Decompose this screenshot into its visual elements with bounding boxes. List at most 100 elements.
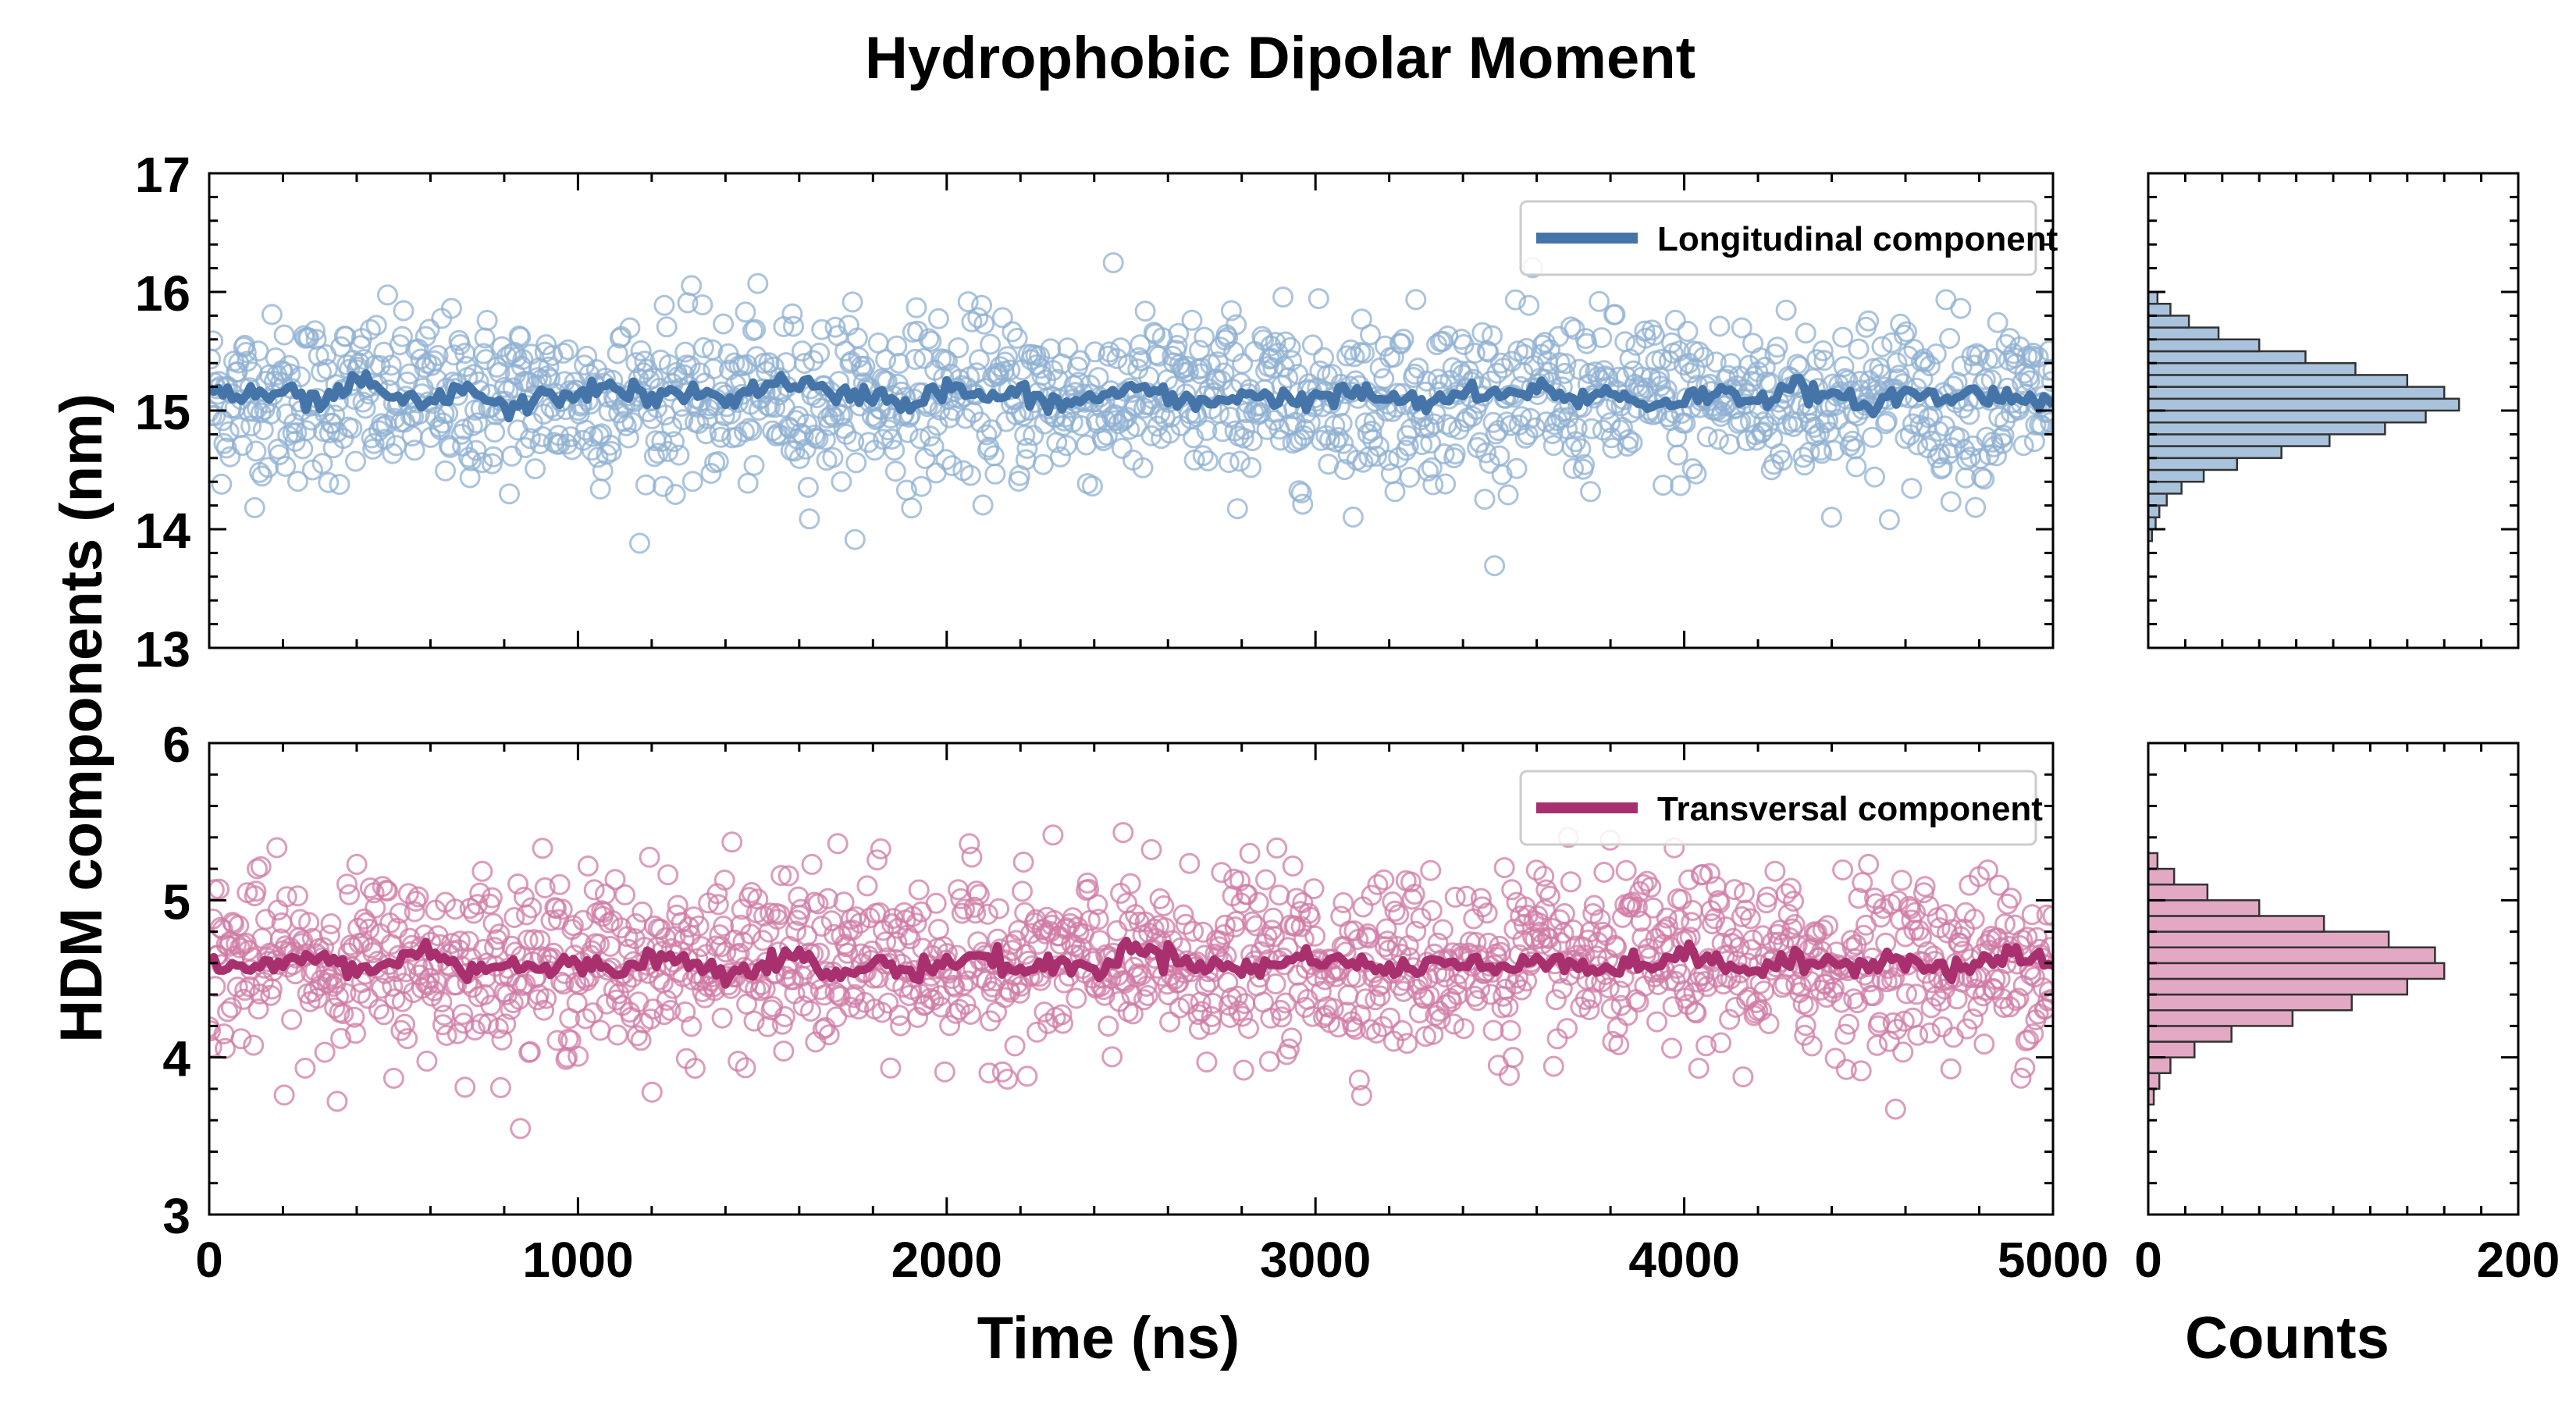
data-point [2040, 937, 2053, 959]
histogram-bar [2147, 457, 2239, 471]
data-point [1656, 907, 1678, 929]
data-point [298, 912, 320, 934]
histogram-bar [2147, 350, 2307, 365]
data-point [589, 1019, 611, 1041]
data-point [418, 974, 439, 996]
data-point [822, 446, 844, 468]
data-point [324, 404, 346, 426]
data-point [1695, 1035, 1717, 1057]
data-point [1884, 967, 1905, 989]
data-point [927, 308, 949, 329]
data-point [549, 873, 571, 895]
data-point [1279, 336, 1301, 358]
data-point [1581, 987, 1603, 1009]
data-point [733, 421, 755, 443]
data-point [866, 849, 888, 871]
data-point [721, 831, 743, 853]
data-point [954, 898, 975, 920]
data-point [967, 307, 989, 329]
data-point [1582, 903, 1604, 924]
data-point [758, 352, 780, 374]
data-point [1606, 937, 1628, 958]
data-point [1373, 368, 1395, 389]
data-point [1642, 897, 1664, 919]
data-point [968, 884, 990, 905]
data-point [2023, 1023, 2044, 1044]
data-point [1361, 884, 1382, 906]
data-point [777, 865, 799, 887]
data-point [1268, 884, 1290, 906]
data-point [1555, 353, 1577, 375]
data-point [1241, 911, 1263, 933]
data-point [1196, 1051, 1218, 1073]
data-point [1621, 891, 1643, 913]
data-point [1727, 412, 1749, 434]
data-point [731, 898, 753, 920]
data-point [397, 883, 419, 905]
data-point [653, 1004, 675, 1026]
data-point [382, 976, 404, 997]
data-point [575, 1008, 596, 1030]
data-point [770, 865, 792, 887]
histogram-bar [2147, 338, 2261, 353]
data-point [1550, 932, 1572, 954]
data-point [751, 974, 772, 996]
data-point [423, 980, 445, 1001]
data-point [562, 915, 584, 937]
data-point [1657, 916, 1679, 937]
data-point [2010, 1067, 2032, 1089]
data-point [999, 359, 1021, 381]
data-point [519, 428, 541, 450]
data-point [681, 471, 703, 493]
data-point [1057, 337, 1079, 359]
data-point [1525, 859, 1547, 881]
histogram-bar [2147, 852, 2159, 870]
data-point [475, 349, 496, 371]
data-point [817, 887, 839, 909]
data-point [845, 452, 867, 474]
data-point [1384, 900, 1406, 922]
data-point [1504, 289, 1526, 311]
data-point [1337, 984, 1359, 1006]
data-point [1545, 989, 1567, 1011]
data-point [760, 902, 781, 924]
data-point [1098, 1016, 1119, 1037]
data-point [1977, 349, 1998, 371]
data-point [326, 1090, 348, 1112]
data-point [977, 903, 998, 925]
data-point [553, 342, 575, 364]
data-point [696, 423, 717, 445]
data-point [1963, 909, 1985, 930]
data-point [1560, 316, 1582, 338]
histogram-transversal: 0 200 [2134, 742, 2560, 1288]
data-point [575, 419, 596, 441]
data-point [1226, 985, 1248, 1007]
data-point [1812, 340, 1834, 361]
data-point [217, 1001, 239, 1023]
data-point [1032, 454, 1054, 475]
data-point [1834, 368, 1856, 389]
data-point [1848, 338, 1870, 360]
data-point [464, 1019, 486, 1041]
data-point [1009, 982, 1030, 1004]
data-point [250, 855, 272, 877]
data-point [275, 455, 297, 477]
data-point [809, 342, 831, 364]
histogram-bar [2147, 962, 2446, 980]
data-point [290, 909, 311, 930]
data-point [1016, 437, 1038, 459]
data-point [1233, 1059, 1254, 1081]
data-point [1833, 356, 1855, 378]
data-point [907, 320, 929, 342]
data-point [1812, 919, 1834, 941]
data-point [298, 327, 320, 349]
data-point [948, 337, 970, 359]
data-point [747, 272, 769, 294]
data-point [684, 1058, 706, 1080]
data-point [1350, 1004, 1372, 1026]
data-point [951, 902, 973, 924]
data-point [1023, 425, 1044, 446]
data-point [368, 998, 390, 1020]
data-point [1102, 252, 1124, 274]
data-point [261, 304, 283, 325]
